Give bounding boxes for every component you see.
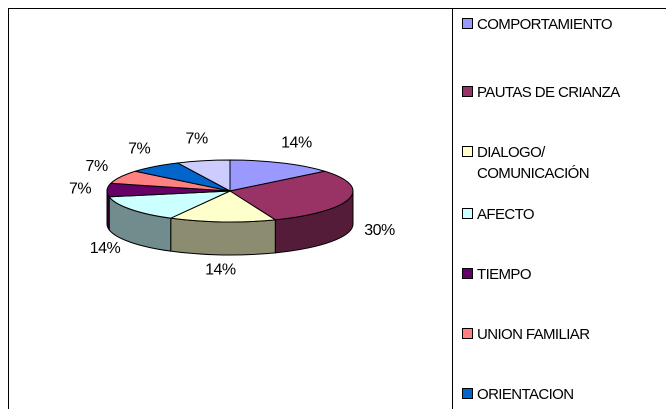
data-label: 14% [281, 134, 312, 151]
legend-label: PAUTAS DE CRIANZA [477, 84, 620, 101]
slice [175, 159, 231, 192]
legend-item: TIEMPO [462, 264, 652, 285]
legend-label: AFECTO [477, 206, 535, 223]
legend-label: ORIENTACION [477, 386, 574, 403]
legend-label: DIALOGO/ COMUNICACIÓN [477, 144, 590, 182]
legend-item: DIALOGO/ COMUNICACIÓN [462, 142, 652, 184]
legend-item: AFECTO [462, 204, 652, 225]
data-label: 7% [86, 158, 108, 175]
legend-swatch [462, 328, 473, 339]
legend-swatch [462, 388, 473, 399]
legend-item: UNION FAMILIAR [462, 324, 652, 345]
legend-item: ORIENTACION [462, 384, 652, 405]
legend-item: PAUTAS DE CRIANZA [462, 82, 652, 103]
data-label: 30% [364, 222, 395, 239]
slice-side [170, 217, 276, 256]
legend-label: UNION FAMILIAR [477, 326, 590, 343]
legend-swatch [462, 18, 473, 29]
legend-swatch [462, 208, 473, 219]
slice [168, 190, 277, 223]
slice [229, 159, 325, 192]
slice [228, 170, 354, 221]
data-label: 14% [205, 262, 236, 279]
data-label: 14% [90, 240, 121, 257]
data-label: 7% [128, 140, 150, 157]
legend-swatch [462, 146, 473, 157]
slice [108, 190, 231, 219]
legend-label: TIEMPO [477, 266, 532, 283]
data-label: 7% [69, 181, 91, 198]
legend-item: COMPORTAMIENTO [462, 14, 652, 35]
legend-swatch [462, 86, 473, 97]
data-label: 7% [186, 130, 208, 147]
legend-label: COMPORTAMIENTO [477, 16, 613, 33]
legend-swatch [462, 268, 473, 279]
